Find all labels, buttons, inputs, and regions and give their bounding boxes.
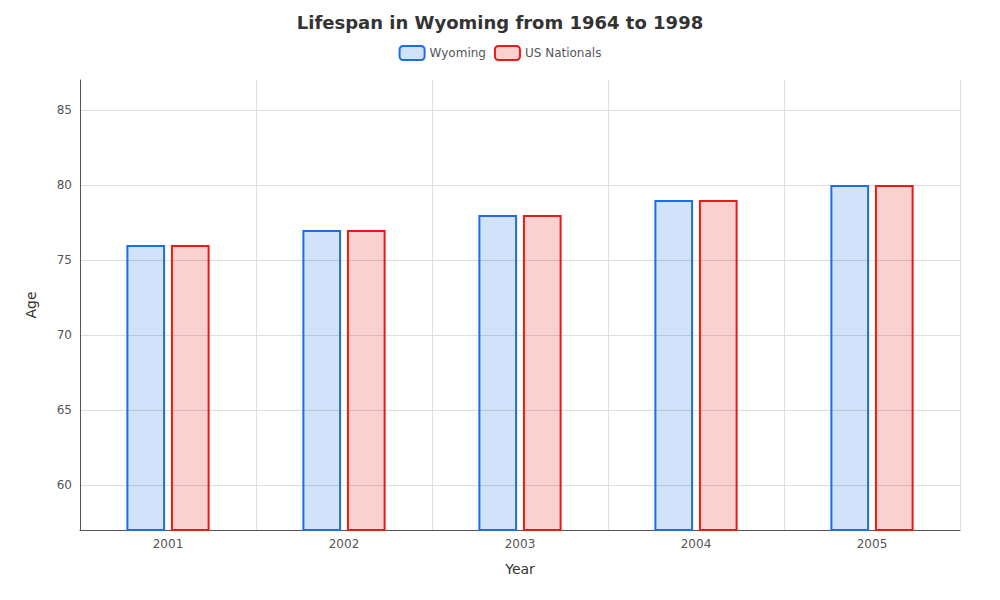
- svg-text:65: 65: [57, 403, 72, 417]
- svg-text:75: 75: [57, 253, 72, 267]
- svg-text:Age: Age: [23, 291, 39, 318]
- svg-text:US Nationals: US Nationals: [525, 46, 601, 60]
- svg-text:Wyoming: Wyoming: [430, 46, 486, 60]
- svg-text:85: 85: [57, 103, 72, 117]
- svg-text:Lifespan in Wyoming from 1964: Lifespan in Wyoming from 1964 to 1998: [297, 12, 703, 33]
- svg-text:2005: 2005: [857, 537, 888, 551]
- svg-text:2003: 2003: [505, 537, 536, 551]
- svg-text:60: 60: [57, 478, 72, 492]
- svg-text:70: 70: [57, 328, 72, 342]
- svg-text:Year: Year: [504, 561, 535, 577]
- svg-text:2002: 2002: [329, 537, 360, 551]
- svg-text:2004: 2004: [681, 537, 712, 551]
- svg-text:80: 80: [57, 178, 72, 192]
- svg-text:2001: 2001: [153, 537, 184, 551]
